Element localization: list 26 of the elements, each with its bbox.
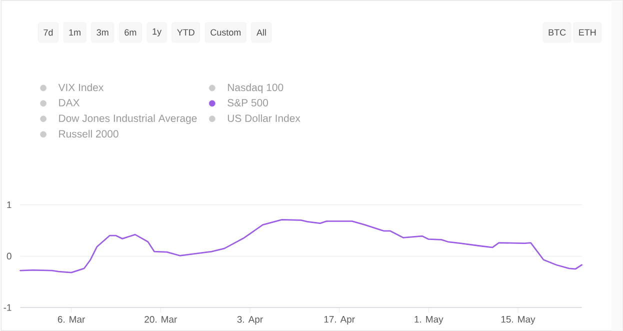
text: ETH [579,29,596,36]
text: 1m [69,29,80,36]
x-tick-label: 17. Apr [324,316,355,324]
legend-label: Dow Jones Industrial Average [59,114,197,124]
legend-label: Russell 2000 [59,130,118,138]
text: 3m [96,29,108,36]
text: All [256,29,266,36]
x-tick-label: 3. Apr [237,316,263,325]
text: Custom [210,29,241,36]
legend-label: S&P 500 [228,98,268,106]
text: 1y [152,28,162,36]
text: 7d [44,29,53,36]
x-tick-label: 15. May [501,316,536,324]
y-tick-label: -1 [4,304,12,311]
y-tick-label: 0 [6,252,12,260]
legend-label: US Dollar Index [228,114,300,122]
y-tick-label: 1 [7,201,12,208]
x-tick-label: 1. May [414,316,444,324]
legend-label: DAX [59,99,80,106]
text: BTC [548,29,566,36]
legend-label: VIX Index [58,83,104,92]
text: 6m [124,29,136,36]
x-tick-label: 6. Mar [58,316,86,323]
x-tick-label: 20. Mar [144,316,177,323]
legend-label: Nasdaq 100 [228,83,284,94]
text: YTD [177,29,194,36]
